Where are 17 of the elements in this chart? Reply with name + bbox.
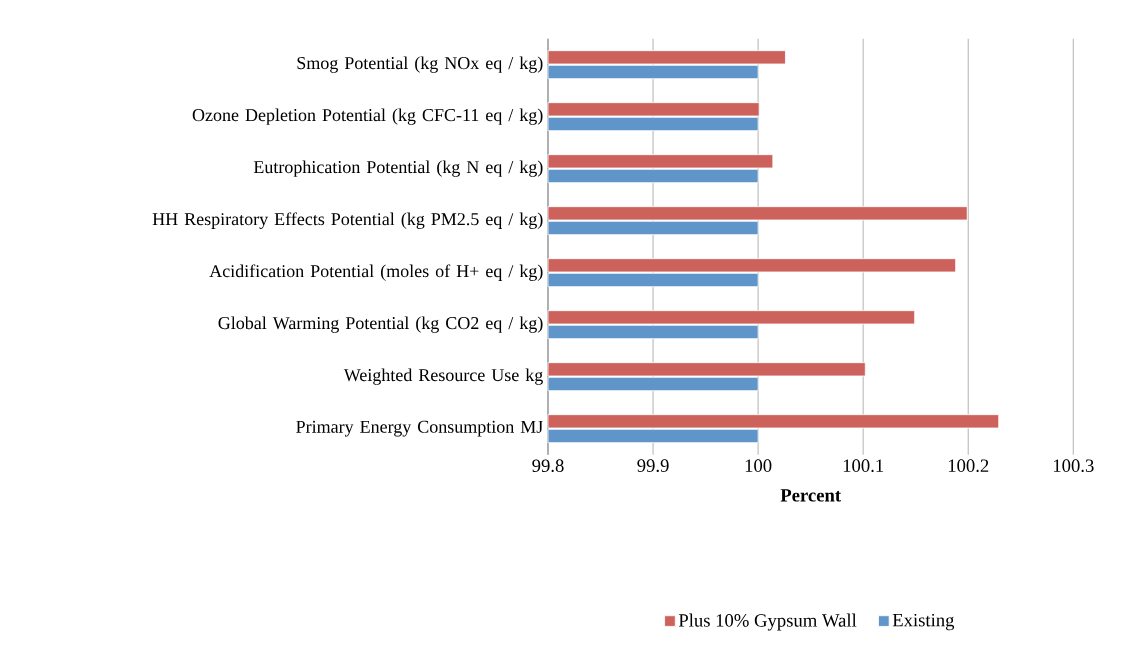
legend-label: Existing: [892, 613, 955, 631]
y-tick-label: Smog Potential (kg NOx eq / kg): [297, 56, 543, 73]
legend-label: Plus 10% Gypsum Wall: [678, 613, 857, 631]
x-axis-title: Percent: [780, 489, 841, 502]
x-tick-label: 100.2: [948, 459, 989, 473]
x-tick-label: 100.3: [1053, 459, 1094, 473]
x-tick-label: 99.9: [637, 459, 669, 472]
y-tick-label: Weighted Resource Use kg: [343, 368, 543, 385]
y-tick-label: Acidification Potential (moles of H+ eq / kg): [209, 264, 543, 281]
y-tick-label: Eutrophication Potential (kg N eq / kg): [253, 160, 543, 177]
y-tick-label: HH Respiratory Effects Potential (kg PM2.5 eq / kg): [152, 212, 543, 229]
y-tick-label: Ozone Depletion Potential (kg CFC-11 eq / kg): [192, 108, 543, 125]
x-tick-label: 100.1: [843, 459, 884, 473]
x-tick-label: 99.8: [532, 459, 564, 473]
y-tick-label: Global Warming Potential (kg CO2 eq / kg): [218, 316, 543, 333]
y-tick-label: Primary Energy Consumption MJ: [296, 420, 543, 437]
x-tick-label: 100: [745, 459, 772, 472]
